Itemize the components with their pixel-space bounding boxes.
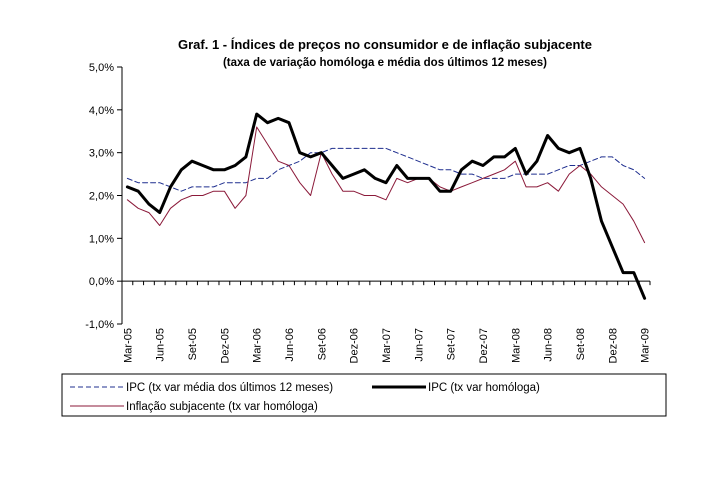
x-tick-label: Dez-08 [607,328,619,363]
x-tick-label: Set-08 [575,328,587,360]
x-tick-label: Mar-09 [640,328,652,363]
y-tick-label: -1,0% [85,319,114,331]
x-tick-label: Jun-06 [284,328,296,362]
y-tick-label: 3,0% [89,148,114,160]
series-line-3 [126,126,646,244]
x-tick-label: Dez-06 [349,328,361,363]
x-tick-label: Set-07 [446,328,458,360]
legend: IPC (tx var média dos últimos 12 meses) I… [61,373,667,417]
y-tick-label: 1,0% [89,233,114,245]
x-tick-label: Mar-05 [122,328,134,363]
y-tick-label: 2,0% [89,191,114,203]
chart-subtitle: (taxa de variação homóloga e média dos ú… [223,57,547,69]
legend-box [61,373,667,417]
x-tick-label: Dez-05 [219,328,231,363]
legend-label: IPC (tx var média dos últimos 12 meses) [126,382,333,394]
series-layer [125,112,647,300]
legend-label: IPC (tx var homóloga) [428,382,540,394]
y-tick-label: 4,0% [89,105,114,117]
x-tick-label: Jun-08 [543,328,555,362]
x-tick-label: Set-05 [187,328,199,360]
series-line-1 [126,147,646,192]
axes: -1,0% 0,0% 1,0% 2,0% 3,0% 4,0% 5,0% Mar-05 Jun-0… [85,62,651,363]
y-tick-label: 5,0% [89,62,114,74]
x-tick-label: Mar-08 [510,328,522,363]
x-tick-label: Jun-07 [413,328,425,362]
legend-label: Inflação subjacente (tx var homóloga) [126,401,318,413]
x-tick-label: Jun-05 [155,328,167,362]
x-tick-label: Dez-07 [478,328,490,363]
series-line-2 [125,112,647,300]
y-tick-label: 0,0% [89,276,114,288]
x-tick-label: Set-06 [316,328,328,360]
x-tick-label: Mar-07 [381,328,393,363]
chart-title: Graf. 1 - Índices de preços no consumido… [178,37,592,52]
x-tick-label: Mar-06 [252,328,264,363]
